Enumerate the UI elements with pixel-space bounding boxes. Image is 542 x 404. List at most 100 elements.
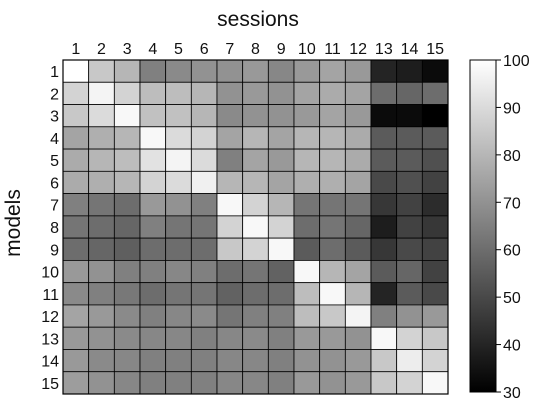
heatmap-cell bbox=[396, 148, 423, 172]
x-tick-label: 15 bbox=[426, 41, 444, 58]
heatmap-cell bbox=[344, 282, 372, 306]
heatmap-cell bbox=[139, 259, 167, 284]
heatmap-cell bbox=[139, 237, 167, 261]
heatmap-cell bbox=[190, 104, 218, 128]
heatmap-cell bbox=[319, 215, 346, 239]
x-tick-label: 2 bbox=[97, 41, 106, 58]
heatmap-cell bbox=[396, 349, 423, 373]
heatmap-cell bbox=[165, 81, 192, 105]
heatmap-cell bbox=[113, 215, 141, 239]
heatmap-cell bbox=[242, 349, 269, 373]
heatmap-cell bbox=[421, 215, 449, 239]
heatmap-cells bbox=[62, 59, 449, 395]
colorbar-tick-label: 40 bbox=[503, 338, 521, 355]
heatmap-cell bbox=[62, 349, 90, 373]
heatmap-cell bbox=[267, 170, 295, 195]
heatmap-cell bbox=[62, 104, 90, 128]
heatmap-cell bbox=[293, 170, 321, 195]
heatmap-cell bbox=[190, 326, 218, 350]
heatmap-cell bbox=[242, 371, 269, 395]
heatmap-cell bbox=[62, 193, 90, 217]
heatmap-cell bbox=[190, 371, 218, 395]
heatmap-cell bbox=[421, 81, 449, 105]
heatmap-cell bbox=[62, 304, 90, 328]
heatmap-cell bbox=[190, 237, 218, 261]
heatmap-cell bbox=[242, 282, 269, 306]
heatmap-cell bbox=[62, 170, 90, 195]
heatmap-cell bbox=[113, 371, 141, 395]
heatmap-cell bbox=[242, 148, 269, 172]
heatmap-cell bbox=[139, 282, 167, 306]
heatmap-cell bbox=[113, 326, 141, 350]
heatmap-cell bbox=[113, 59, 141, 83]
heatmap-cell bbox=[113, 304, 141, 328]
heatmap-cell bbox=[293, 282, 321, 306]
heatmap-cell bbox=[319, 126, 346, 150]
heatmap-cell bbox=[165, 148, 192, 172]
heatmap-cell bbox=[139, 126, 167, 150]
heatmap-cell bbox=[113, 126, 141, 150]
heatmap-cell bbox=[216, 126, 244, 150]
heatmap-cell bbox=[267, 215, 295, 239]
heatmap-cell bbox=[62, 259, 90, 284]
heatmap-cell bbox=[139, 215, 167, 239]
heatmap-cell bbox=[139, 59, 167, 83]
heatmap-cell bbox=[190, 148, 218, 172]
heatmap-cell bbox=[396, 304, 423, 328]
y-tick-label: 12 bbox=[41, 309, 59, 326]
heatmap-cell bbox=[216, 104, 244, 128]
heatmap-cell bbox=[242, 326, 269, 350]
heatmap-cell bbox=[62, 237, 90, 261]
heatmap-cell bbox=[396, 81, 423, 105]
heatmap-cell bbox=[344, 304, 372, 328]
heatmap-cell bbox=[319, 81, 346, 105]
heatmap-cell bbox=[62, 326, 90, 350]
heatmap-cell bbox=[62, 215, 90, 239]
heatmap-cell bbox=[267, 304, 295, 328]
heatmap-cell bbox=[344, 81, 372, 105]
heatmap-cell bbox=[370, 170, 398, 195]
heatmap-cell bbox=[216, 237, 244, 261]
heatmap-cell bbox=[113, 104, 141, 128]
heatmap-cell bbox=[293, 59, 321, 83]
heatmap-cell bbox=[139, 170, 167, 195]
y-tick-label: 1 bbox=[50, 64, 59, 81]
heatmap-cell bbox=[190, 215, 218, 239]
heatmap-cell bbox=[370, 371, 398, 395]
heatmap-cell bbox=[88, 349, 115, 373]
heatmap-cell bbox=[62, 81, 90, 105]
heatmap-cell bbox=[293, 326, 321, 350]
heatmap-cell bbox=[370, 148, 398, 172]
y-tick-label: 7 bbox=[50, 198, 59, 215]
colorbar-tick-label: 30 bbox=[503, 385, 521, 402]
heatmap-cell bbox=[88, 59, 115, 83]
heatmap-cell bbox=[319, 59, 346, 83]
heatmap-cell bbox=[190, 59, 218, 83]
heatmap-cell bbox=[216, 81, 244, 105]
heatmap-cell bbox=[242, 259, 269, 284]
heatmap-cell bbox=[319, 304, 346, 328]
heatmap-cell bbox=[344, 259, 372, 284]
heatmap-cell bbox=[62, 371, 90, 395]
heatmap-cell bbox=[242, 304, 269, 328]
heatmap-cell bbox=[319, 259, 346, 284]
x-tick-label: 10 bbox=[298, 41, 316, 58]
heatmap-cell bbox=[139, 349, 167, 373]
heatmap-cell bbox=[139, 304, 167, 328]
heatmap-cell bbox=[344, 371, 372, 395]
heatmap-cell bbox=[216, 371, 244, 395]
heatmap-cell bbox=[113, 148, 141, 172]
plot-border bbox=[62, 59, 449, 395]
heatmap-cell bbox=[293, 259, 321, 284]
heatmap-cell bbox=[113, 259, 141, 284]
heatmap-cell bbox=[421, 349, 449, 373]
heatmap-cell bbox=[370, 237, 398, 261]
heatmap-cell bbox=[88, 326, 115, 350]
heatmap-cell bbox=[190, 126, 218, 150]
heatmap-cell bbox=[113, 81, 141, 105]
heatmap-cell bbox=[216, 170, 244, 195]
colorbar-tick-label: 50 bbox=[503, 290, 521, 307]
heatmap-cell bbox=[344, 237, 372, 261]
y-tick-label: 10 bbox=[41, 265, 59, 282]
x-tick-label: 1 bbox=[71, 41, 80, 58]
